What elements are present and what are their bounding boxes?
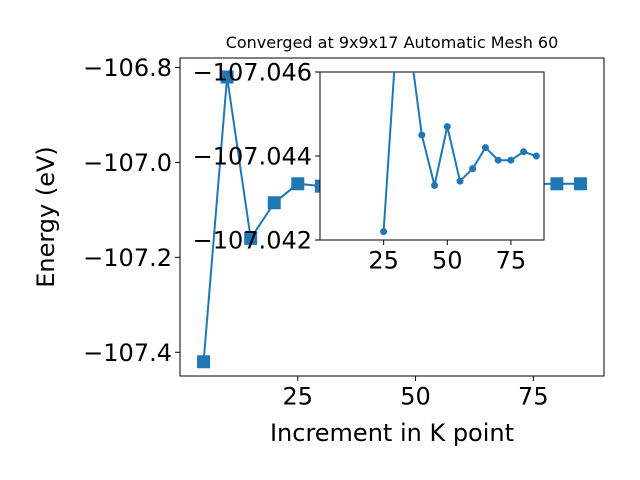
y-tick-label: −107.4 xyxy=(83,339,172,367)
inset-data-point xyxy=(418,131,426,139)
x-axis: 25 50 75 xyxy=(283,376,549,410)
inset-data-point xyxy=(481,144,489,152)
inset-series xyxy=(380,72,540,236)
data-point xyxy=(244,231,258,245)
inset-data-point xyxy=(456,177,464,185)
inset-y-tick-label: −107.042 xyxy=(193,227,312,255)
inset-y-tick-label: −107.044 xyxy=(193,143,312,171)
data-point xyxy=(291,177,305,191)
plot-area-frame xyxy=(179,57,605,377)
inset-data-point xyxy=(469,165,477,173)
x-tick-label: 25 xyxy=(283,382,314,410)
inset-data-point xyxy=(443,123,451,131)
data-point xyxy=(267,196,281,210)
inset-data-point xyxy=(494,156,502,164)
y-tick-label: −107.0 xyxy=(83,149,172,177)
y-tick-label: −106.8 xyxy=(83,54,172,82)
inset-data-point xyxy=(532,152,540,160)
y-axis: −106.8 −107.0 −107.2 −107.4 xyxy=(83,54,180,367)
inset-x-tick-label: 25 xyxy=(368,246,399,274)
x-tick-label: 50 xyxy=(400,382,431,410)
inset-data-point xyxy=(520,148,528,156)
data-point xyxy=(197,355,211,369)
inset-plot-area xyxy=(319,71,545,241)
inset-chart: −107.046 −107.044 −107.042 25 50 75 xyxy=(193,59,545,274)
inset-x-tick-label: 50 xyxy=(432,246,463,274)
inset-data-point xyxy=(507,156,515,164)
inset-data-point xyxy=(380,228,388,236)
inset-x-axis: 25 50 75 xyxy=(368,240,526,274)
chart-title: Converged at 9x9x17 Automatic Mesh 60 xyxy=(226,33,559,52)
inset-y-axis: −107.046 −107.044 −107.042 xyxy=(193,59,320,255)
y-axis-title: Energy (eV) xyxy=(32,146,60,288)
x-tick-label: 75 xyxy=(518,382,549,410)
main-chart: Converged at 9x9x17 Automatic Mesh 60 −1… xyxy=(32,33,605,447)
data-point xyxy=(573,177,587,191)
data-point xyxy=(550,177,564,191)
inset-y-tick-label: −107.046 xyxy=(193,59,312,87)
y-tick-label: −107.2 xyxy=(83,244,172,272)
inset-x-tick-label: 75 xyxy=(496,246,527,274)
data-point xyxy=(220,70,234,84)
inset-data-point xyxy=(431,181,439,189)
x-axis-title: Increment in K point xyxy=(270,419,514,447)
